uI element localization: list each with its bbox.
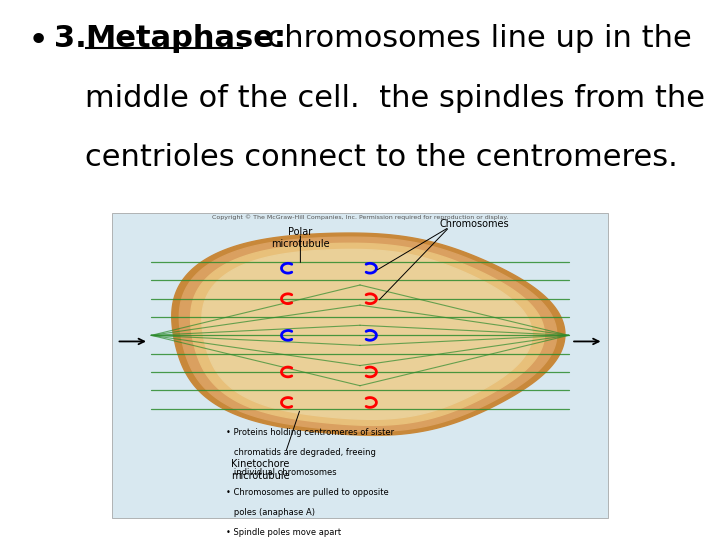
Text: Chromosomes: Chromosomes xyxy=(439,219,509,230)
Text: • Chromosomes are pulled to opposite: • Chromosomes are pulled to opposite xyxy=(226,488,389,497)
Text: chromatids are degraded, freeing: chromatids are degraded, freeing xyxy=(226,448,376,457)
FancyBboxPatch shape xyxy=(112,213,608,518)
Text: Polar
microtubule: Polar microtubule xyxy=(271,227,330,248)
Text: Metaphase:: Metaphase: xyxy=(85,24,286,53)
Text: • Proteins holding centromeres of sister: • Proteins holding centromeres of sister xyxy=(226,428,394,437)
Polygon shape xyxy=(179,237,557,431)
Text: individual chromosomes: individual chromosomes xyxy=(226,468,336,477)
Polygon shape xyxy=(191,244,544,426)
Text: 3.: 3. xyxy=(54,24,86,53)
Text: chromosomes line up in the: chromosomes line up in the xyxy=(248,24,691,53)
Text: •: • xyxy=(27,24,49,58)
Text: Copyright © The McGraw-Hill Companies, Inc. Permission required for reproduction: Copyright © The McGraw-Hill Companies, I… xyxy=(212,214,508,220)
Text: • Spindle poles move apart: • Spindle poles move apart xyxy=(226,528,341,537)
Polygon shape xyxy=(202,249,532,420)
Text: Kinetochore
microtubule: Kinetochore microtubule xyxy=(231,459,290,481)
Text: poles (anaphase A): poles (anaphase A) xyxy=(226,508,315,517)
Text: centrioles connect to the centromeres.: centrioles connect to the centromeres. xyxy=(85,143,678,172)
Polygon shape xyxy=(172,233,565,435)
Text: middle of the cell.  the spindles from the: middle of the cell. the spindles from th… xyxy=(85,84,705,113)
